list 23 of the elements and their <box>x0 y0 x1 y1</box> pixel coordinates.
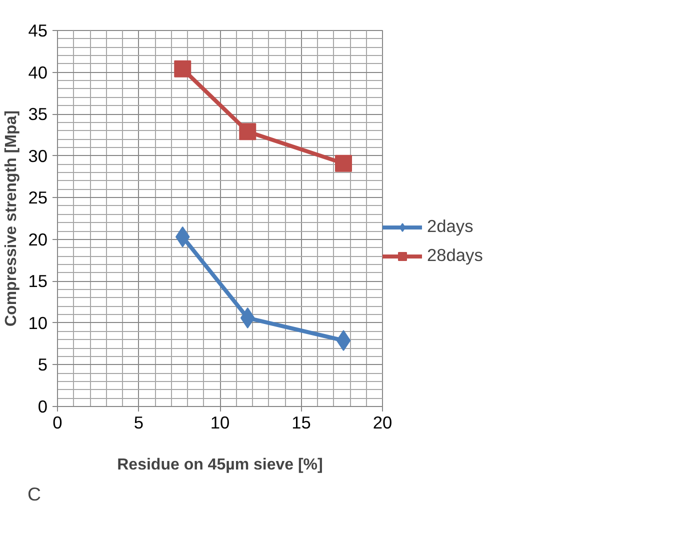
x-tick-label: 20 <box>372 412 392 432</box>
point <box>174 60 192 78</box>
x-tick-label: 5 <box>134 412 144 432</box>
y-tick-label: 30 <box>28 146 48 166</box>
point <box>239 123 256 140</box>
y-tick-label: 10 <box>28 312 48 333</box>
legend-label: 2days <box>427 216 474 237</box>
x-tick-label: 0 <box>52 412 62 432</box>
y-tick-label: 5 <box>38 354 48 375</box>
y-tick-label: 35 <box>28 104 48 124</box>
x-tick-label: 15 <box>292 412 311 432</box>
y-tick-label: 45 <box>28 20 48 40</box>
y-tick-label: 40 <box>28 62 48 82</box>
y-tick-label: 20 <box>28 229 48 250</box>
point <box>335 154 352 172</box>
y-tick-label: 0 <box>38 396 48 416</box>
legend-label: 28days <box>427 245 483 266</box>
y-axis-title: Compressive strength [Mpa] <box>3 110 20 327</box>
y-tick-label: 15 <box>28 271 48 292</box>
text: C <box>28 484 41 504</box>
y-tick-label: 25 <box>28 188 48 208</box>
x-tick-label: 10 <box>210 412 230 432</box>
x-axis-title: Residue on 45µm sieve [%] <box>117 456 323 474</box>
